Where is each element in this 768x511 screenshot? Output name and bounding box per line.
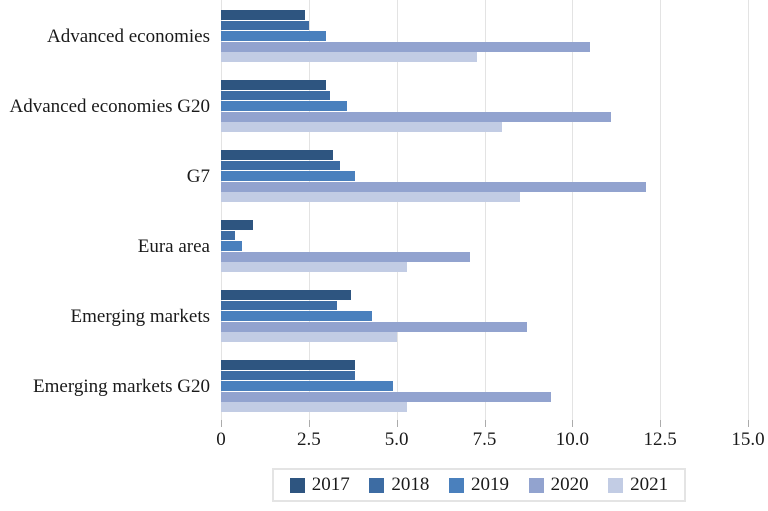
bar-2021 (221, 262, 408, 273)
bar-2020 (221, 321, 527, 332)
legend-label: 2021 (630, 474, 669, 495)
bar-2018 (221, 300, 337, 311)
bar-2021 (221, 332, 397, 343)
bar-group (221, 290, 748, 343)
x-tick-label: 0 (216, 429, 226, 450)
bar-group (221, 150, 748, 203)
legend-item: 2019 (448, 474, 509, 496)
x-tick-mark (396, 420, 398, 427)
x-tick-label: 10.0 (555, 429, 589, 450)
plot-area: 0 2.5 5.0 7.5 10.0 12.5 15.0 (216, 0, 765, 450)
legend-item: 2018 (369, 474, 429, 496)
x-tick-label: 12.5 (643, 429, 677, 450)
category-label: Advanced economies (46, 25, 210, 47)
bar-group (221, 10, 748, 63)
bar-2017 (221, 290, 351, 300)
category-label: Emerging markets G20 (33, 375, 210, 397)
category-label: Emerging markets (70, 305, 210, 327)
bar-2021 (221, 402, 408, 413)
bar-2020 (221, 41, 590, 52)
x-tick-label: 7.5 (472, 429, 497, 450)
bar-2019 (221, 171, 355, 181)
gridline (396, 0, 398, 420)
x-tick-label: 2.5 (296, 429, 321, 450)
x-tick-label: 15.0 (731, 429, 765, 450)
bar-2018 (221, 160, 341, 171)
bar-2021 (221, 122, 503, 133)
bar-group (221, 80, 748, 133)
gridline (748, 0, 749, 420)
x-tick-mark (308, 420, 310, 427)
legend-item: 2021 (608, 474, 668, 496)
bar-2017 (221, 10, 306, 20)
legend-label: 2018 (391, 474, 430, 495)
x-tick-label: 5.0 (384, 429, 409, 450)
bar-2021 (221, 52, 478, 63)
legend-swatch-icon (369, 477, 385, 493)
gridline (308, 0, 310, 420)
x-tick-mark (748, 420, 749, 427)
gridline (572, 0, 574, 420)
bar-2017 (221, 220, 253, 230)
bar-2020 (221, 251, 471, 262)
gridline (660, 0, 662, 420)
x-tick-mark (221, 420, 222, 427)
legend-item: 2020 (528, 474, 589, 496)
legend-label: 2017 (311, 474, 350, 495)
bar-2020 (221, 391, 552, 402)
gridline (221, 0, 222, 420)
bar-2018 (221, 370, 355, 381)
bar-2021 (221, 192, 520, 203)
legend-swatch-icon (289, 477, 305, 493)
bar-2019 (221, 31, 327, 41)
legend-item: 2017 (289, 474, 350, 496)
x-tick-mark (572, 420, 574, 427)
bar-2019 (221, 381, 394, 391)
x-tick-mark (660, 420, 662, 427)
bar-2018 (221, 230, 236, 241)
category-label: Advanced economies G20 (9, 95, 211, 117)
bar-2020 (221, 111, 611, 122)
category-label: G7 (186, 165, 210, 187)
legend-swatch-icon (528, 477, 544, 493)
bar-group (221, 220, 748, 273)
legend-swatch-icon (608, 477, 624, 493)
category-label: Eura area (137, 235, 210, 257)
bar-2018 (221, 20, 309, 31)
x-tick-mark (484, 420, 486, 427)
legend-label: 2020 (550, 474, 589, 495)
bar-2019 (221, 241, 243, 251)
bar-2017 (221, 150, 334, 160)
bar-2018 (221, 90, 330, 101)
bar-2020 (221, 181, 647, 192)
legend-swatch-icon (448, 477, 464, 493)
legend: 2017 2018 2019 2020 2021 (272, 468, 686, 502)
bar-2019 (221, 311, 373, 321)
bar-group (221, 360, 748, 413)
bar-2017 (221, 80, 327, 90)
bar-2017 (221, 360, 355, 370)
bar-2019 (221, 101, 348, 111)
gridline (484, 0, 486, 420)
legend-label: 2019 (470, 474, 509, 495)
